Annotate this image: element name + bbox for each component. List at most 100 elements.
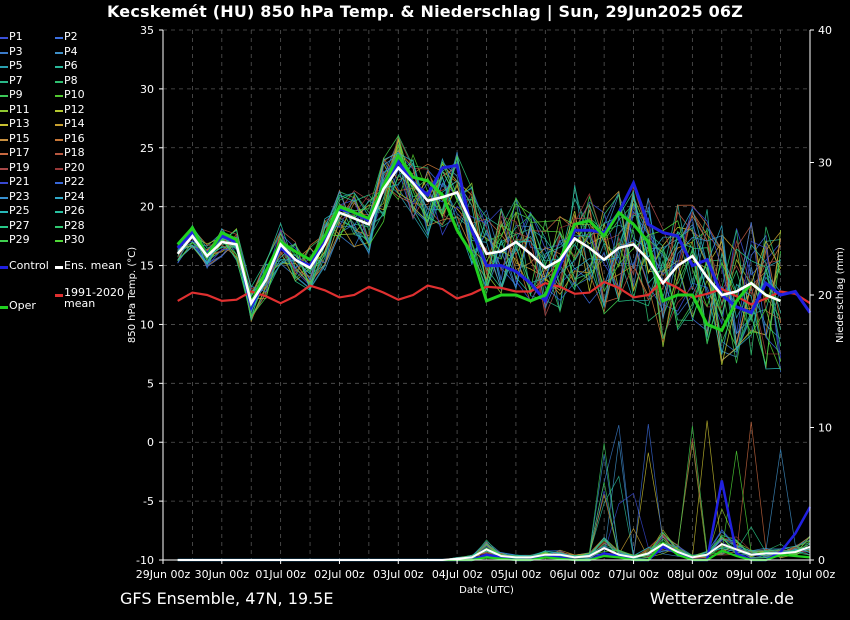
axes: 35 30 25 20 15 10 5 0 -5 -10 40 30 20 10 0 29Jun 00z 30J… <box>127 24 846 596</box>
legend-label: P24 <box>64 189 85 203</box>
legend-swatch <box>55 182 63 184</box>
legend-swatch <box>55 109 63 112</box>
legend-swatch <box>55 167 63 170</box>
legend-swatch <box>0 66 8 68</box>
member-line-p27 <box>177 158 781 330</box>
y-tick-label: -10 <box>136 554 154 567</box>
legend-swatch <box>55 138 63 141</box>
legend-label: P21 <box>9 175 30 188</box>
legend-label: Oper <box>9 299 36 312</box>
y-tick-label: 0 <box>147 436 154 449</box>
member-line-p30 <box>177 144 781 362</box>
legend-label: P5 <box>9 59 23 72</box>
legend-label: P17 <box>9 146 30 159</box>
source-credit: Wetterzentrale.de <box>649 589 794 608</box>
legend-label: P4 <box>64 44 78 58</box>
y-tick-label: 35 <box>140 24 154 37</box>
legend-swatch <box>0 240 8 242</box>
x-tick-label: 07Jul 00z <box>608 568 659 581</box>
x-tick-label: 29Jun 00z <box>136 568 191 581</box>
legend-label: P23 <box>9 189 30 203</box>
legend-label: P3 <box>9 44 23 58</box>
legend-swatch <box>0 37 8 39</box>
legend-label: Control <box>9 259 49 272</box>
legend-label: P1 <box>9 30 23 43</box>
legend-swatch <box>55 153 63 155</box>
legend-swatch <box>0 211 8 213</box>
x-tick-label: 02Jul 00z <box>314 568 365 581</box>
legend: P1 P2 P3 P4 P5 P6 P7 P8 P9 P10 P11 P12 P13 P14 P15 P16 P… <box>0 30 135 330</box>
x-tick-label: 05Jul 00z <box>491 568 542 581</box>
legend-swatch <box>0 80 8 83</box>
legend-swatch <box>55 211 63 213</box>
legend-label: P27 <box>9 218 30 232</box>
y2-axis-label: Niederschlag (mm) <box>835 247 846 343</box>
legend-swatch <box>55 95 63 97</box>
member-line-p22 <box>177 151 781 354</box>
legend-label: P22 <box>64 175 85 188</box>
legend-label: P18 <box>64 146 85 159</box>
legend-swatch <box>55 266 63 269</box>
x-tick-label: 03Jul 00z <box>373 568 424 581</box>
member-line-p19 <box>177 158 781 317</box>
y-tick-label: 15 <box>140 260 154 273</box>
legend-label: P15 <box>9 131 30 145</box>
legend-label: P9 <box>9 88 23 101</box>
y-axis-label: 850 hPa Temp. (°C) <box>127 247 138 343</box>
y2-tick-label: 0 <box>818 554 825 567</box>
y2-tick-label: 40 <box>818 24 832 37</box>
legend-label: P10 <box>64 88 85 101</box>
legend-label: P2 <box>64 30 78 43</box>
y-tick-label: 5 <box>147 377 154 390</box>
legend-label: P13 <box>9 117 30 130</box>
legend-label: P28 <box>64 218 85 232</box>
y-tick-label: 25 <box>140 142 154 155</box>
legend-label: P20 <box>64 160 85 174</box>
legend-swatch <box>0 196 8 199</box>
legend-label: P11 <box>9 102 30 116</box>
x-tick-label: 30Jun 00z <box>195 568 250 581</box>
legend-label: P12 <box>64 102 85 116</box>
legend-swatch <box>55 240 63 242</box>
y-tick-label: -5 <box>143 495 154 508</box>
y2-tick-label: 10 <box>818 422 832 435</box>
legend-swatch <box>55 294 63 297</box>
legend-swatch <box>0 153 8 155</box>
climatology-line <box>177 279 811 306</box>
legend-label: P29 <box>9 233 30 246</box>
control-line <box>176 159 812 315</box>
member-precip-p13 <box>177 420 811 561</box>
x-tick-label: 10Jul 00z <box>785 568 836 581</box>
legend-swatch <box>55 80 63 83</box>
y2-tick-label: 30 <box>818 157 832 170</box>
x-tick-label: 06Jul 00z <box>549 568 600 581</box>
legend-label: P16 <box>64 131 85 145</box>
x-axis-label: Date (UTC) <box>459 585 514 596</box>
legend-swatch <box>55 66 63 68</box>
legend-label: P19 <box>9 160 30 174</box>
legend-label: P8 <box>64 73 78 87</box>
y-tick-label: 20 <box>140 201 154 214</box>
chart-title: Kecskemét (HU) 850 hPa Temp. & Niedersch… <box>106 2 744 21</box>
legend-label: P6 <box>64 59 78 72</box>
legend-swatch <box>0 182 8 184</box>
y2-tick-label: 20 <box>818 289 832 302</box>
x-tick-label: 08Jul 00z <box>667 568 718 581</box>
legend-swatch <box>55 225 63 228</box>
legend-swatch <box>0 266 8 269</box>
x-tick-label: 01Jul 00z <box>255 568 306 581</box>
legend-swatch <box>55 51 63 54</box>
legend-swatch <box>0 51 8 54</box>
legend-label: P30 <box>64 233 85 246</box>
model-info: GFS Ensemble, 47N, 19.5E <box>120 589 334 608</box>
ensemble-members <box>177 134 781 373</box>
legend-swatch <box>0 306 8 309</box>
legend-swatch <box>0 95 8 97</box>
legend-swatch <box>55 196 63 199</box>
member-line-p11 <box>177 137 781 369</box>
legend-swatch <box>0 167 8 170</box>
legend-label: P26 <box>64 204 85 217</box>
legend-label: P25 <box>9 204 30 217</box>
legend-label: P7 <box>9 73 23 87</box>
